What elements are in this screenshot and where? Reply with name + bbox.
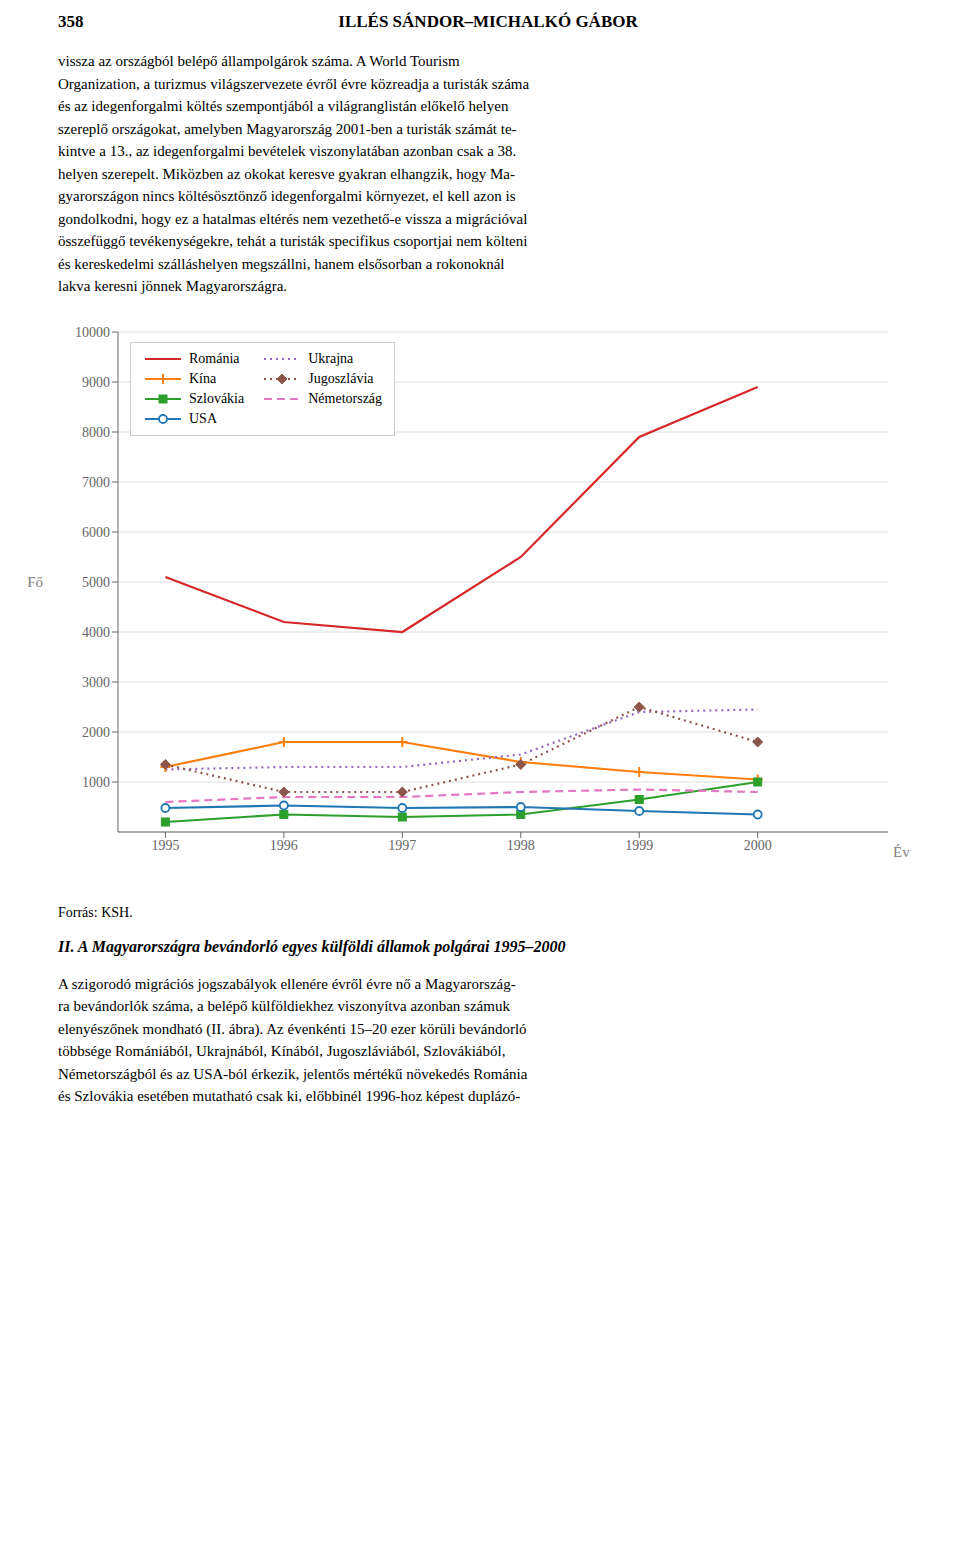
svg-text:2000: 2000 — [82, 724, 110, 739]
html-text:II. A Magyarországra bevándorl: II. A Magyarországra bevándorló egyes kü… — [58, 937, 566, 955]
html-text:Jugoszlávia: Jugoszlávia — [308, 370, 374, 386]
svg-text:3000: 3000 — [82, 674, 110, 689]
html-text:USA: USA — [189, 410, 217, 426]
html-text:358: 358 — [58, 12, 84, 31]
svg-text:6000: 6000 — [82, 524, 110, 539]
svg-text:1000: 1000 — [82, 774, 110, 789]
svg-text:Év: Év — [893, 844, 910, 860]
html-text:Forrás: KSH.: Forrás: KSH. — [58, 904, 133, 920]
svg-text:7000: 7000 — [82, 474, 110, 489]
html-text:Kína: Kína — [189, 370, 217, 386]
svg-text:1996: 1996 — [270, 837, 298, 852]
html-text:vissza az országból belépő áll: vissza az országból belépő állampolgárok… — [58, 53, 530, 294]
html-text:Ukrajna: Ukrajna — [308, 350, 354, 366]
svg-text:9000: 9000 — [82, 374, 110, 389]
svg-text:1997: 1997 — [388, 837, 416, 852]
html-text:Szlovákia: Szlovákia — [189, 390, 245, 406]
svg-text:1998: 1998 — [507, 837, 535, 852]
html-text:Németország: Németország — [308, 390, 383, 406]
svg-text:4000: 4000 — [82, 624, 110, 639]
html-text:A szigorodó migrációs jogszabá: A szigorodó migrációs jogszabályok ellen… — [58, 975, 528, 1104]
html-text:Románia: Románia — [189, 350, 240, 366]
svg-text:5000: 5000 — [82, 574, 110, 589]
svg-text:2000: 2000 — [744, 837, 772, 852]
svg-text:1999: 1999 — [625, 837, 653, 852]
html-text:ILLÉS SÁNDOR–MICHALKÓ GÁBOR: ILLÉS SÁNDOR–MICHALKÓ GÁBOR — [338, 12, 638, 31]
svg-text:8000: 8000 — [82, 424, 110, 439]
svg-text:10000: 10000 — [75, 324, 110, 339]
svg-text:Fő: Fő — [27, 574, 43, 590]
svg-text:1995: 1995 — [151, 837, 179, 852]
